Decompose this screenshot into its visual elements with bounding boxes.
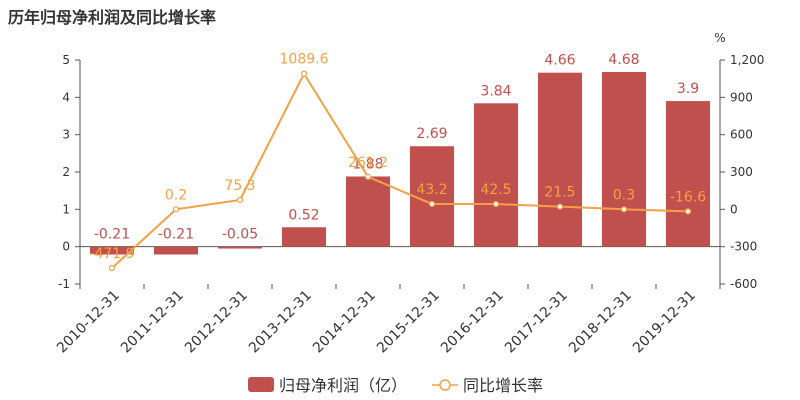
line-data-label: 42.5 xyxy=(480,182,511,198)
legend[interactable]: 归母净利润（亿） 同比增长率 xyxy=(248,376,543,395)
bar-data-label: 4.66 xyxy=(544,53,575,69)
bar xyxy=(602,71,646,247)
chart-title: 历年归母净利润及同比增长率 xyxy=(8,8,217,27)
line-point xyxy=(108,264,116,272)
line-point xyxy=(428,200,436,208)
bar xyxy=(666,101,710,247)
line-data-label: -16.6 xyxy=(670,189,706,205)
y-right-tick-label: 300 xyxy=(730,165,753,179)
y-left-tick-label: 2 xyxy=(62,165,70,179)
bar-data-label: 4.68 xyxy=(608,52,639,68)
bar-data-label: 3.9 xyxy=(677,81,699,97)
growth-line xyxy=(111,71,689,269)
bar-data-label: 2.69 xyxy=(416,126,447,142)
line-point xyxy=(364,173,372,180)
y-right-tick-label: -300 xyxy=(730,240,757,254)
line-data-label: 0.3 xyxy=(613,187,635,203)
line-data-label: -471.9 xyxy=(89,246,134,262)
line-point xyxy=(556,203,564,210)
bar-data-label: -0.21 xyxy=(94,227,130,243)
bar xyxy=(282,227,326,247)
y-right-tick-label: 600 xyxy=(730,128,753,142)
y-left-tick-label: 1 xyxy=(62,202,70,216)
line-data-label: 43.2 xyxy=(416,182,447,198)
line-point xyxy=(492,200,500,208)
line-series xyxy=(108,70,692,272)
x-tick-label: 2015-12-31 xyxy=(374,288,443,357)
bar-data-label: -0.05 xyxy=(222,227,258,243)
legend-line-label[interactable]: 同比增长率 xyxy=(463,376,543,395)
bar xyxy=(538,72,582,247)
x-tick-label: 2017-12-31 xyxy=(502,288,571,357)
line-data-label: 261.2 xyxy=(348,155,388,171)
x-tick-label: 2013-12-31 xyxy=(246,288,315,357)
line-data-label: 1089.6 xyxy=(280,52,329,68)
bar-data-label: -0.21 xyxy=(158,227,194,243)
line-point xyxy=(620,206,628,213)
bar-series xyxy=(90,71,710,255)
y-left-tick-label: 3 xyxy=(62,128,70,142)
line-data-label: 75.3 xyxy=(224,178,255,194)
x-tick-label: 2011-12-31 xyxy=(118,288,187,357)
y-right-unit: % xyxy=(714,31,725,45)
y-left-tick-label: 4 xyxy=(62,90,70,104)
line-data-label: 0.2 xyxy=(165,187,187,203)
line-point xyxy=(300,70,308,77)
y-right-tick-label: 1,200 xyxy=(730,53,764,67)
x-tick-label: 2018-12-31 xyxy=(566,288,635,357)
y-right-tick-label: 900 xyxy=(730,90,753,104)
y-right-tick-label: 0 xyxy=(730,202,738,216)
bar-data-label: 1.88 xyxy=(352,156,383,172)
bar xyxy=(346,176,390,247)
bar xyxy=(474,103,518,247)
bar xyxy=(154,246,198,255)
x-tick-label: 2012-12-31 xyxy=(182,288,251,357)
x-tick-label: 2019-12-31 xyxy=(630,288,699,357)
line-point xyxy=(236,196,244,204)
y-left-tick-label: 0 xyxy=(62,240,70,254)
line-point xyxy=(172,206,180,213)
bar xyxy=(410,146,454,247)
legend-line-marker[interactable] xyxy=(439,379,451,391)
bar-labels: -0.21 -0.21 -0.05 0.52 1.88 2.69 3.84 4.66 4.68 3… xyxy=(94,52,699,243)
y-left-tick-label: 5 xyxy=(62,53,70,67)
y-right-tick-label: -600 xyxy=(730,277,757,291)
y-left-tick-label: -1 xyxy=(58,277,70,291)
line-point xyxy=(684,208,692,215)
legend-bar-swatch[interactable] xyxy=(248,377,274,392)
x-tick-label: 2010-12-31 xyxy=(54,288,123,357)
x-tick-label: 2016-12-31 xyxy=(438,288,507,357)
bar-data-label: 0.52 xyxy=(288,207,319,223)
line-data-label: 21.5 xyxy=(544,185,575,201)
bar xyxy=(90,246,134,255)
bar xyxy=(218,246,262,249)
bar-data-label: 3.84 xyxy=(480,83,511,99)
legend-bar-label[interactable]: 归母净利润（亿） xyxy=(279,376,407,395)
x-tick-label: 2014-12-31 xyxy=(310,288,379,357)
